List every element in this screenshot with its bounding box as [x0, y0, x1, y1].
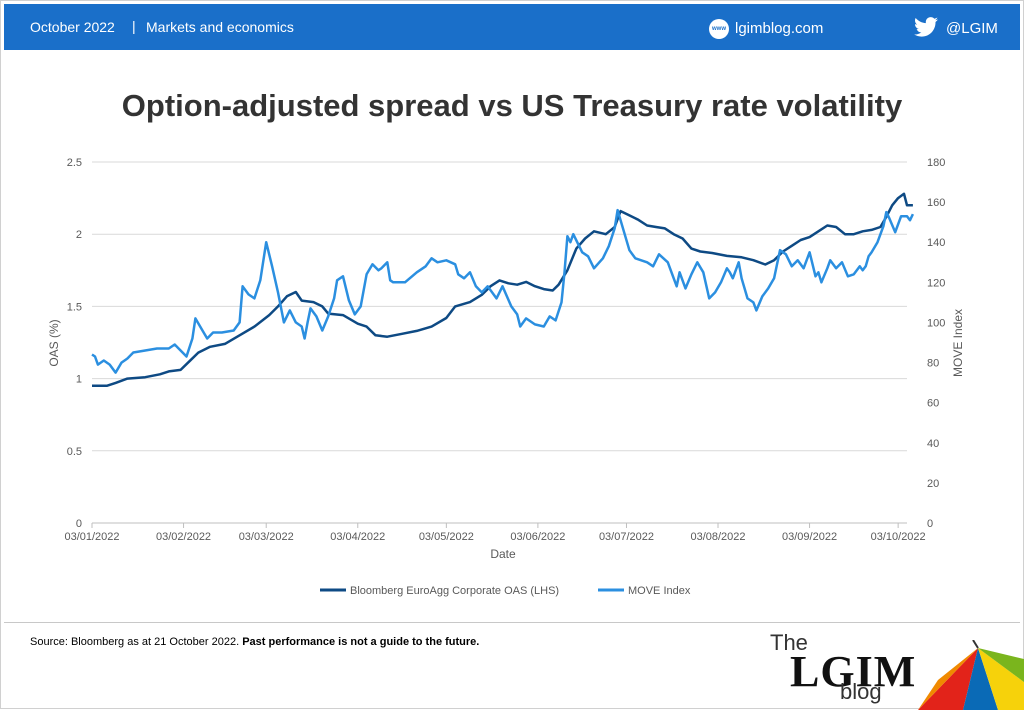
header-bar: October 2022 | Markets and economics www…: [4, 4, 1020, 50]
x-tick-label: 03/03/2022: [239, 531, 294, 543]
gridlines: [92, 161, 907, 524]
y-left-tick-label: 0: [76, 518, 82, 530]
x-tick-label: 03/06/2022: [510, 531, 565, 543]
x-tick-label: 03/02/2022: [156, 531, 211, 543]
series-line-2: [91, 208, 915, 374]
logo-blog-text: blog: [840, 679, 882, 704]
x-tick-label: 03/09/2022: [782, 531, 837, 543]
logo-the-text: The: [770, 630, 808, 655]
y-right-tick-label: 140: [927, 237, 945, 249]
y-right-tick-label: 40: [927, 438, 939, 450]
axes: 0 0.5 1 1.5 2 2.5 0 20 40 60 80 100 120 140 160 180 03/0…: [64, 157, 945, 543]
chart-title: Option-adjusted spread vs US Treasury ra…: [121, 88, 903, 123]
x-tick-label: 03/04/2022: [330, 531, 385, 543]
legend-label-2: MOVE Index: [628, 585, 691, 597]
y-right-tick-label: 180: [927, 157, 945, 169]
y-right-tick-label: 0: [927, 518, 933, 530]
globe-icon: www: [709, 19, 729, 39]
y-right-tick-label: 80: [927, 358, 939, 370]
y-right-tick-label: 100: [927, 317, 945, 329]
x-tick-label: 03/05/2022: [419, 531, 474, 543]
x-tick-label: 03/01/2022: [64, 531, 119, 543]
source-text: Source: Bloomberg as at 21 October 2022.: [30, 636, 240, 648]
x-tick-label: 03/10/2022: [871, 531, 926, 543]
y-axis-right-label: MOVE Index: [951, 309, 965, 377]
header-category-link[interactable]: Markets and economics: [146, 19, 294, 35]
logo-lgim-text: LGIM: [790, 647, 917, 696]
x-axis-label: Date: [490, 547, 516, 561]
chart-svg: 0 0.5 1 1.5 2 2.5 0 20 40 60 80 100 120 140 160 180 03/0…: [47, 157, 965, 597]
y-right-tick-label: 120: [927, 277, 945, 289]
header-separator: |: [132, 18, 136, 34]
series-lines: [91, 192, 915, 388]
y-left-tick-label: 0.5: [67, 446, 82, 458]
x-tick-label: 03/07/2022: [599, 531, 654, 543]
twitter-icon[interactable]: [914, 16, 938, 38]
source-note: Source: Bloomberg as at 21 October 2022.…: [30, 636, 479, 648]
umbrella-logo-icon: [918, 640, 1024, 710]
website-link[interactable]: lgimblog.com: [735, 20, 824, 37]
y-axis-left-label: OAS (%): [47, 319, 61, 366]
y-right-tick-label: 20: [927, 478, 939, 490]
y-left-tick-label: 1: [76, 374, 82, 386]
legend-label-1: Bloomberg EuroAgg Corporate OAS (LHS): [350, 585, 559, 597]
y-left-tick-label: 2: [76, 229, 82, 241]
twitter-handle-link[interactable]: @LGIM: [946, 20, 998, 37]
disclaimer-text: Past performance is not a guide to the f…: [242, 636, 480, 648]
y-right-tick-label: 160: [927, 197, 945, 209]
y-left-tick-label: 1.5: [67, 301, 82, 313]
x-tick-label: 03/08/2022: [690, 531, 745, 543]
y-left-tick-label: 2.5: [67, 157, 82, 169]
legend: Bloomberg EuroAgg Corporate OAS (LHS) MOV…: [320, 585, 691, 597]
series-line-1: [92, 192, 913, 388]
header-date: October 2022: [30, 19, 115, 35]
footer-divider: [4, 622, 1020, 623]
y-right-tick-label: 60: [927, 398, 939, 410]
